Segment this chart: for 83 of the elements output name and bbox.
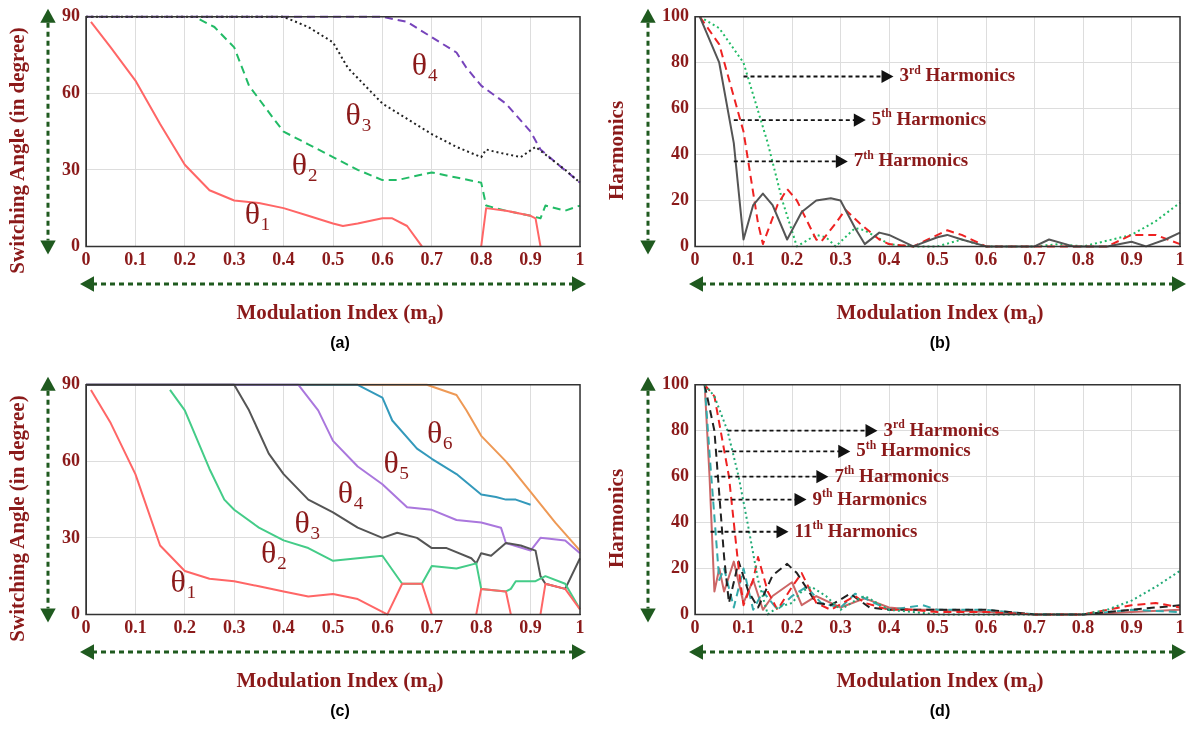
- x-axis-title: Modulation Index (m$_{a}$): [235, 300, 445, 330]
- y-tick-label: 100: [662, 373, 689, 394]
- x-tick-label: 0.9: [519, 616, 542, 637]
- x-tick-label: 0.9: [1120, 248, 1143, 269]
- x-tick-label: 0.7: [420, 616, 444, 637]
- x-tick-label: 1: [575, 616, 585, 637]
- x-tick-label: 1: [1175, 616, 1185, 637]
- y-tick-label: 0: [680, 235, 689, 256]
- x-tick-label: 0.7: [1023, 248, 1046, 269]
- y-tick-label: 80: [671, 419, 689, 440]
- x-tick-label: 0.4: [877, 248, 901, 269]
- y-tick-label: 30: [62, 526, 80, 547]
- x-tick-label: 0.2: [173, 248, 197, 269]
- x-tick-label: 0.1: [124, 248, 147, 269]
- text: (a): [329, 334, 351, 352]
- x-tick-label: 0.9: [1120, 616, 1143, 637]
- y-tick-label: 80: [671, 51, 689, 72]
- y-tick-label: 60: [62, 81, 80, 102]
- x-tick-label: 0.3: [222, 248, 246, 269]
- y-axis-title: Switching Angle (in degree): [4, 394, 30, 642]
- y-tick-label: 0: [680, 603, 689, 624]
- y-tick-label: 60: [671, 97, 689, 118]
- series-label: θ₃: [345, 95, 373, 132]
- x-tick-label: 0.2: [780, 248, 804, 269]
- text: (b): [928, 334, 952, 352]
- y-tick-label: 20: [671, 557, 689, 578]
- series-label: θ₁: [170, 563, 198, 600]
- y-tick-label: 0: [71, 235, 80, 256]
- x-tick-label: 0.5: [321, 248, 345, 269]
- x-tick-label: 0.8: [1071, 248, 1095, 269]
- y-axis-title: Harmonics: [604, 468, 630, 568]
- x-tick-label: 0.3: [829, 616, 852, 637]
- x-tick-label: 0.5: [321, 616, 345, 637]
- x-axis-title: Modulation Index (m$_{a}$): [835, 668, 1045, 698]
- x-tick-label: 0.1: [124, 616, 147, 637]
- x-tick-label: 1: [575, 248, 585, 269]
- series-label: θ₅: [383, 443, 410, 480]
- y-tick-label: 0: [71, 603, 80, 624]
- series-label: θ₄: [337, 473, 365, 510]
- text: (d): [928, 702, 952, 720]
- y-tick-label: 20: [671, 189, 689, 210]
- y-axis-title: Harmonics: [604, 100, 630, 200]
- x-tick-label: 0.8: [469, 616, 493, 637]
- x-tick-label: 0.6: [974, 248, 998, 269]
- x-tick-label: 0.2: [173, 616, 197, 637]
- series-label: θ₃: [294, 503, 321, 540]
- y-tick-label: 60: [62, 449, 80, 470]
- x-tick-label: 0.8: [1071, 616, 1095, 637]
- series-label: θ₁: [244, 195, 272, 232]
- x-tick-label: 1: [1175, 248, 1185, 269]
- y-tick-label: 30: [62, 158, 80, 179]
- x-tick-label: 0.7: [420, 248, 444, 269]
- x-tick-label: 0.5: [926, 616, 949, 637]
- x-tick-label: 0.4: [272, 248, 295, 269]
- x-tick-label: 0.3: [829, 248, 852, 269]
- y-tick-label: 90: [62, 373, 80, 394]
- series-label: θ₂: [261, 533, 288, 570]
- x-tick-label: 0.7: [1023, 616, 1046, 637]
- y-tick-label: 40: [671, 511, 689, 532]
- x-axis-title: Modulation Index (m$_{a}$): [835, 300, 1045, 330]
- y-tick-label: 60: [671, 465, 689, 486]
- x-tick-label: 0.9: [519, 248, 542, 269]
- x-tick-label: 0.6: [371, 248, 394, 269]
- x-tick-label: 0.8: [469, 248, 493, 269]
- x-tick-label: 0.3: [222, 616, 246, 637]
- y-tick-label: 90: [62, 5, 80, 26]
- x-tick-label: 0.4: [877, 616, 901, 637]
- series-label: θ₂: [291, 145, 319, 182]
- y-tick-label: 40: [671, 143, 689, 164]
- y-axis-title: Switching Angle (in degree): [4, 26, 30, 274]
- text: (c): [329, 702, 351, 720]
- x-tick-label: 0.2: [780, 616, 804, 637]
- series-label: θ₄: [411, 46, 439, 83]
- x-tick-label: 0.1: [732, 616, 755, 637]
- x-axis-title: Modulation Index (m$_{a}$): [235, 668, 445, 698]
- x-tick-label: 0.4: [272, 616, 295, 637]
- line-series: [703, 383, 1181, 616]
- x-tick-label: 0.6: [974, 616, 998, 637]
- series-label: θ₆: [426, 414, 454, 451]
- x-tick-label: 0.5: [926, 248, 949, 269]
- x-tick-label: 0.1: [732, 248, 755, 269]
- y-tick-label: 100: [662, 5, 689, 26]
- x-tick-label: 0.6: [371, 616, 394, 637]
